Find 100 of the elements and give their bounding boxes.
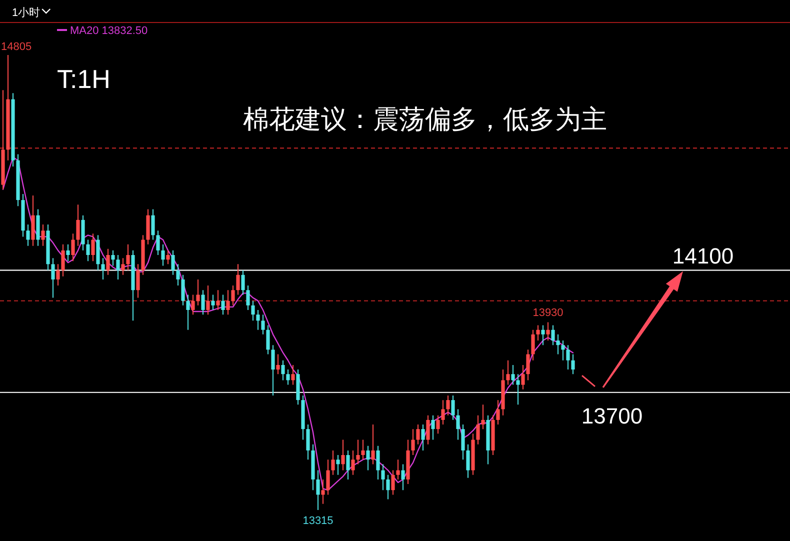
candlestick	[436, 414, 440, 434]
candlestick	[241, 270, 245, 296]
candlestick	[441, 400, 445, 425]
candlestick	[541, 324, 545, 346]
candlestick	[411, 428, 415, 456]
candlestick	[531, 329, 535, 361]
candlestick	[456, 408, 460, 440]
candlestick	[61, 244, 65, 277]
candlestick	[446, 394, 450, 416]
candlestick	[136, 264, 140, 298]
annotation: 棉花建议：震荡偏多，低多为主	[243, 104, 607, 134]
candlestick	[186, 294, 190, 330]
candlestick	[396, 459, 400, 480]
candlestick	[421, 424, 425, 451]
candlestick	[206, 285, 210, 316]
candlestick	[571, 354, 575, 375]
candlestick	[336, 454, 340, 476]
candlestick	[151, 208, 155, 240]
candlestick	[166, 250, 170, 265]
candlestick	[526, 349, 530, 381]
candlestick	[506, 360, 510, 386]
candlestick	[451, 394, 455, 420]
candlestick	[221, 294, 225, 316]
candlestick	[391, 470, 395, 496]
candlestick	[261, 314, 265, 335]
candlestick	[331, 450, 335, 476]
candlestick	[321, 478, 325, 504]
candlestick	[521, 364, 525, 390]
candlestick	[56, 264, 60, 286]
candlestick	[91, 233, 95, 262]
candlestick	[351, 450, 355, 476]
candlestick	[251, 300, 255, 322]
candlestick	[226, 290, 230, 316]
candlestick	[246, 285, 250, 310]
candlestick	[26, 224, 30, 246]
candlestick	[466, 444, 470, 478]
candlestick	[386, 474, 390, 500]
candlestick	[216, 290, 220, 310]
candlestick	[341, 439, 345, 471]
candlestick	[291, 364, 295, 386]
candlestick	[381, 464, 385, 491]
candlestick	[211, 294, 215, 310]
candlestick	[86, 239, 90, 262]
text: 14805	[1, 41, 32, 53]
candlestick	[281, 360, 285, 381]
candlestick	[71, 233, 75, 262]
candlestick	[551, 324, 555, 346]
candlestick	[76, 204, 80, 246]
candlestick	[236, 264, 240, 296]
candlestick	[511, 364, 515, 386]
ref-line-label: 13700	[581, 403, 643, 428]
candlestick	[66, 244, 70, 262]
chart-title: 1小时	[12, 6, 40, 19]
candlestick	[231, 285, 235, 306]
candlestick	[181, 274, 185, 306]
candlestick	[326, 459, 330, 496]
candlestick	[566, 344, 570, 370]
candlestick	[516, 374, 520, 406]
candlestick	[41, 224, 45, 246]
candlestick	[121, 258, 125, 276]
candlestick	[366, 445, 370, 471]
candlestick	[361, 439, 365, 460]
annotation: 13315	[302, 515, 334, 527]
candlestick	[346, 450, 350, 480]
candlestick	[426, 414, 430, 445]
candlestick	[376, 445, 380, 480]
candlestick	[286, 369, 290, 386]
candlestick	[481, 404, 485, 430]
candlestick	[176, 264, 180, 286]
candlestick	[461, 424, 465, 460]
candlestick	[161, 244, 165, 266]
candlestick	[316, 470, 320, 510]
candlestick	[401, 464, 405, 491]
candlestick	[546, 322, 550, 342]
candlestick	[271, 344, 275, 396]
candlestick	[416, 424, 420, 445]
candlestick	[111, 250, 115, 266]
candlestick	[201, 290, 205, 316]
candlestick	[116, 254, 120, 280]
candlestick	[191, 294, 195, 316]
candlestick	[51, 258, 55, 298]
candlestick	[156, 230, 160, 256]
annotation: 13930	[532, 307, 564, 320]
candlestick	[371, 424, 375, 465]
candlestick	[101, 258, 105, 280]
annotation: T:1H	[57, 64, 110, 94]
legend-label: MA20 13832.50	[70, 25, 148, 37]
candlestick	[126, 244, 130, 271]
candlestick	[536, 324, 540, 342]
candlestick	[476, 414, 480, 445]
candlestick	[171, 250, 175, 276]
candlestick	[561, 340, 565, 361]
candlestick	[556, 334, 560, 355]
candlestick	[196, 278, 200, 306]
candlestick	[256, 309, 260, 330]
candlestick	[496, 400, 500, 425]
candlestick	[266, 324, 270, 355]
candlestick	[356, 439, 360, 465]
ref-line-label: 14100	[672, 243, 734, 268]
candlestick	[276, 354, 280, 375]
